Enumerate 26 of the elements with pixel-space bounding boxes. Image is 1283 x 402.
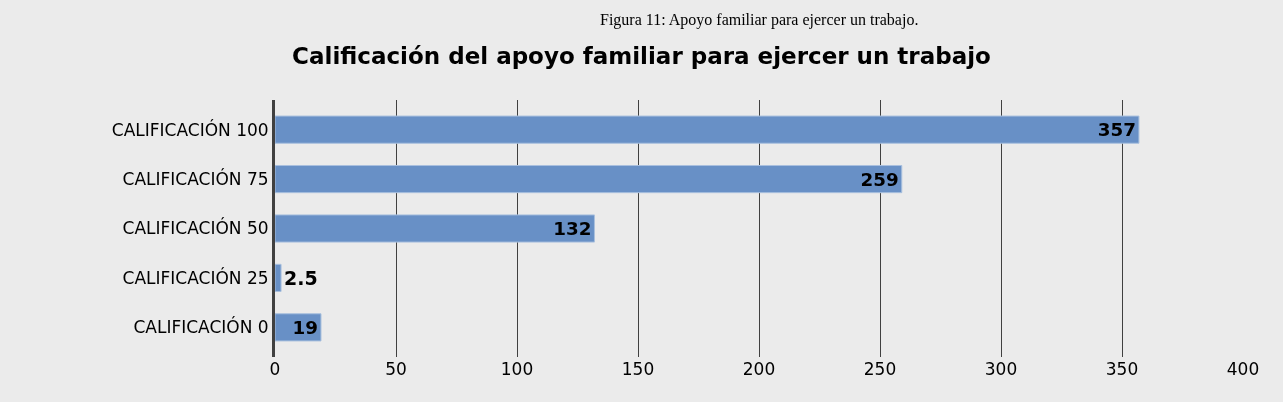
x-tick-label: 150 — [621, 359, 655, 379]
bar — [275, 164, 903, 194]
bar — [275, 263, 282, 293]
x-tick-label: 200 — [742, 359, 776, 379]
data-label: 132 — [553, 218, 592, 240]
y-tick-label: CALIFICACIÓN 100 — [111, 118, 269, 140]
data-label: 2.5 — [284, 266, 318, 289]
chart-title: Calificación del apoyo familiar para ejercer un trabajo — [292, 43, 991, 70]
y-tick-label: CALIFICACIÓN 25 — [122, 266, 269, 288]
y-tick-label: CALIFICACIÓN 50 — [122, 217, 269, 239]
x-tick-label: 100 — [500, 359, 534, 379]
data-label: 357 — [1097, 119, 1136, 141]
y-tick-label: CALIFICACIÓN 75 — [122, 168, 269, 190]
x-tick-label: 250 — [863, 359, 897, 379]
data-label: 259 — [860, 168, 899, 190]
x-tick-label: 350 — [1105, 359, 1139, 379]
bar — [275, 115, 1140, 144]
bar — [275, 214, 595, 243]
x-tick-label: 0 — [269, 359, 281, 379]
y-tick-label: CALIFICACIÓN 0 — [133, 316, 269, 338]
x-tick-label: 400 — [1226, 359, 1260, 379]
data-label: 19 — [292, 317, 318, 339]
bar — [275, 313, 322, 342]
text: Figura 11: Apoyo familiar para ejercer un trabajo. — [600, 11, 919, 29]
x-tick-label: 300 — [984, 359, 1018, 379]
x-tick-label: 50 — [385, 359, 407, 379]
